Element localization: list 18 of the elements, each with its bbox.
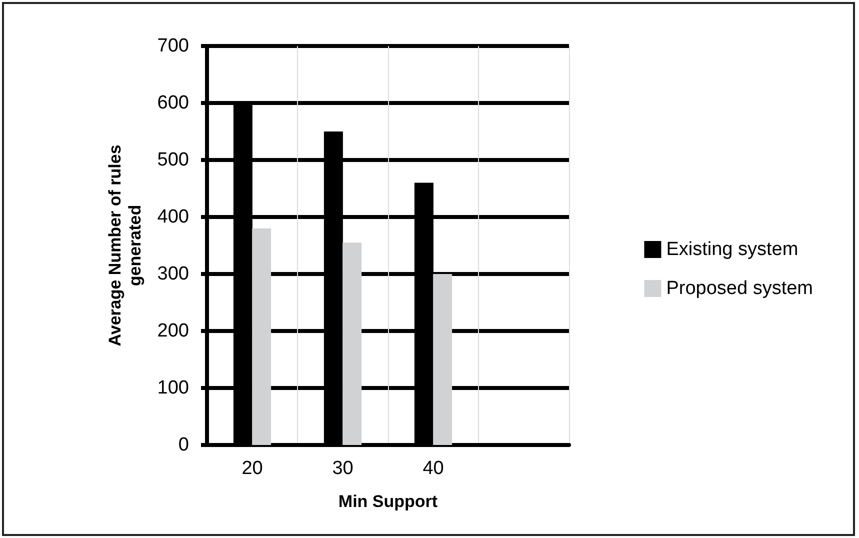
y-tick-label: 600 bbox=[157, 92, 189, 114]
bar bbox=[342, 242, 362, 445]
y-tick-label: 100 bbox=[157, 378, 189, 398]
x-tick-label: 40 bbox=[422, 458, 444, 479]
y-axis-title: Average Number of rules generated bbox=[106, 144, 144, 346]
bar bbox=[252, 228, 272, 445]
y-tick-label: 700 bbox=[157, 36, 189, 56]
x-tick-label: 20 bbox=[242, 458, 263, 479]
x-axis-title: Min Support bbox=[338, 492, 438, 511]
y-tick-label: 200 bbox=[157, 320, 189, 342]
legend-label: Proposed system bbox=[666, 278, 814, 299]
y-tick-label: 0 bbox=[178, 434, 189, 456]
y-tick-label: 300 bbox=[157, 264, 189, 284]
y-tick-label: 500 bbox=[157, 150, 189, 170]
y-tick-label: 400 bbox=[157, 206, 189, 228]
x-tick-label: 30 bbox=[332, 458, 354, 479]
bar bbox=[433, 274, 452, 445]
legend-label: Existing system bbox=[666, 239, 798, 260]
